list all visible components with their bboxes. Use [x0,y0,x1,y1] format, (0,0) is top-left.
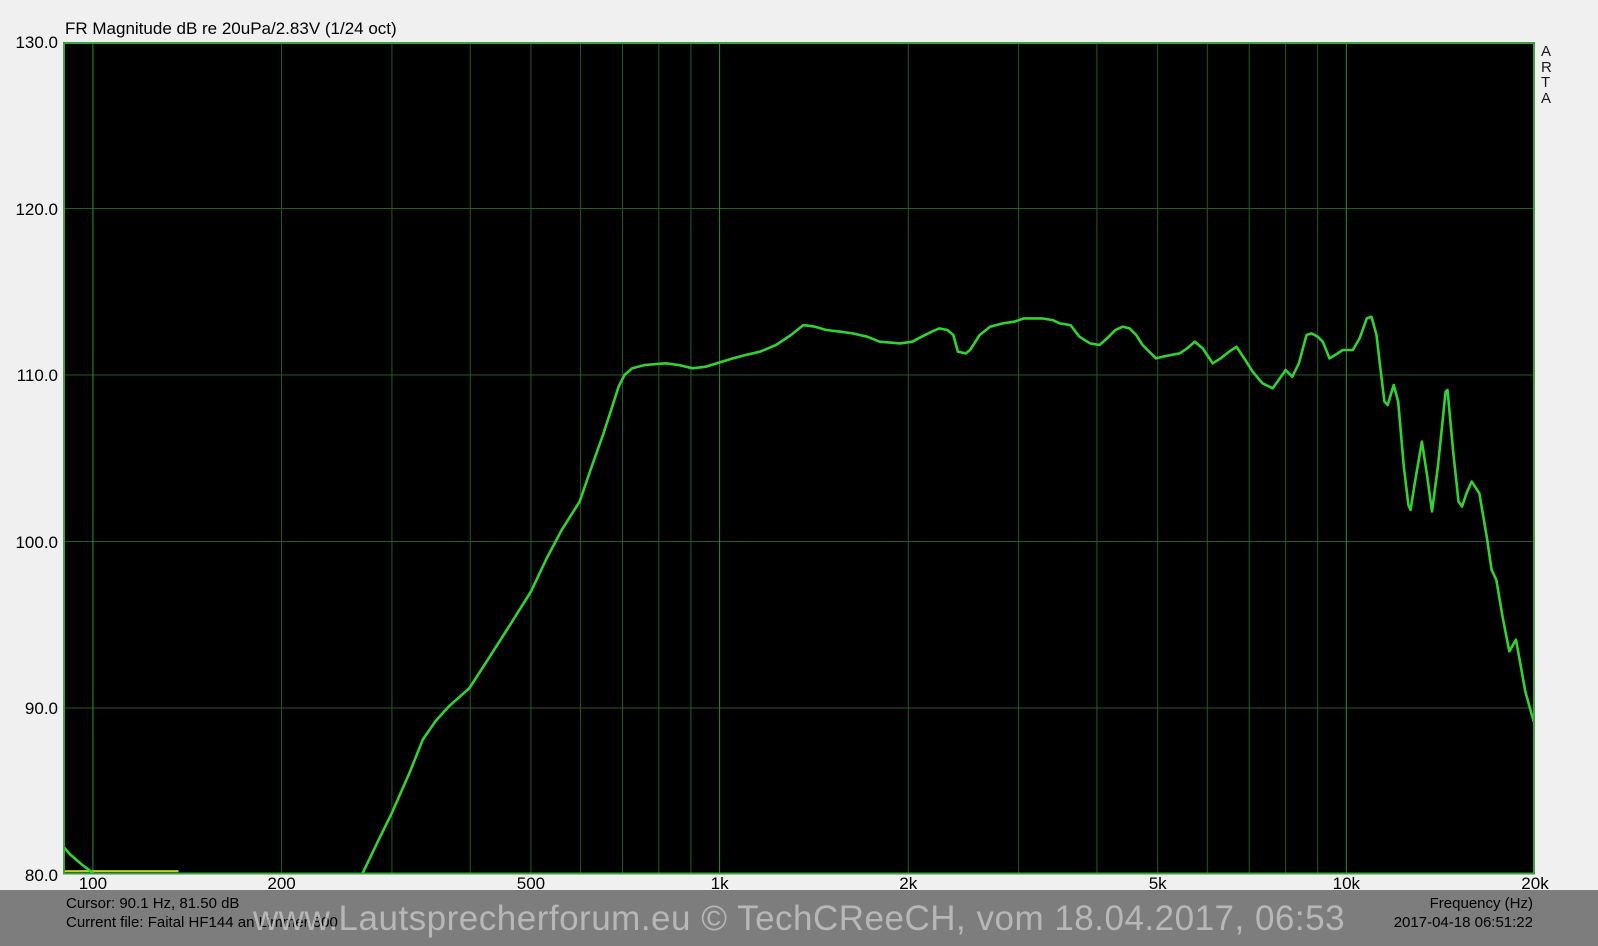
page-title: FR Magnitude dB re 20uPa/2.83V (1/24 oct… [65,19,397,38]
arta-letter: R [1541,58,1552,76]
plot-border [63,42,1535,875]
x-tick-label-100: 100 [78,874,108,893]
plot-background [63,42,1535,875]
status-left-block: Cursor: 90.1 Hz, 81.50 dB Current file: … [66,894,338,932]
cursor-readout: Cursor: 90.1 Hz, 81.50 dB [66,895,240,912]
x-tick-label-200: 200 [267,874,296,893]
y-tick-label-110: 110.0 [16,366,58,385]
status-right-block: Frequency (Hz) 2017-04-18 06:51:22 [1394,894,1533,932]
arta-logo-vertical: A R T A [1541,44,1559,106]
current-file-label: Current file: Faital HF144 an Limmer 800 [66,914,338,931]
y-tick-label-100: 100.0 [15,532,58,552]
arta-letter: T [1541,74,1551,91]
status-bar: Cursor: 90.1 Hz, 81.50 dB Current file: … [0,890,1598,946]
y-tick-label-130: 130.0 [15,33,58,52]
y-tick-label-80: 80.0 [24,865,58,885]
fr-plot-svg[interactable] [63,42,1535,875]
x-tick-label-10000: 10k [1332,874,1361,893]
arta-letter: A [1541,89,1552,107]
timestamp: 2017-04-18 06:51:22 [1393,914,1533,931]
x-tick-label-5000: 5k [1148,874,1167,893]
x-tick-label-1000: 1k [710,874,729,893]
arta-letter: A [1541,43,1552,60]
x-tick-label-2000: 2k [899,874,918,893]
frequency-axis-label: Frequency (Hz) [1429,895,1533,912]
x-tick-label-500: 500 [516,874,546,893]
plot-area[interactable] [63,42,1535,875]
x-tick-label-20000: 20k [1521,874,1549,893]
y-tick-label-90: 90.0 [24,699,58,718]
fr-curve-0 [63,315,1535,875]
y-tick-label-120: 120.0 [15,199,58,219]
